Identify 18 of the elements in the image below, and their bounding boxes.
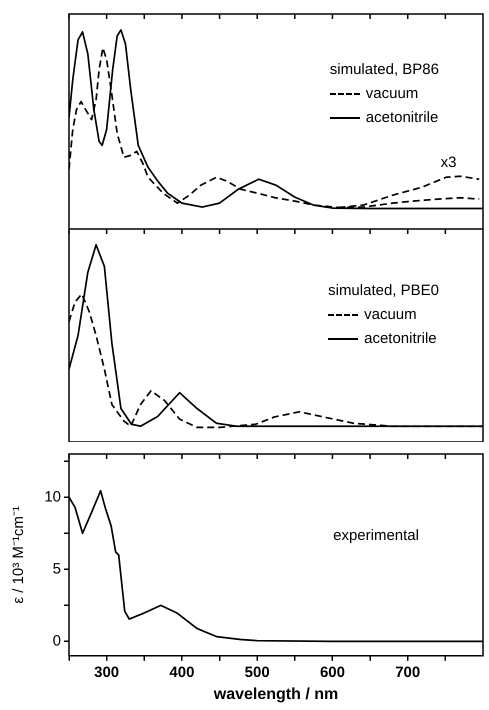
x-tick-label: 400 bbox=[169, 664, 194, 681]
y-tick-label: 0 bbox=[52, 632, 61, 650]
legend-title: simulated, BP86 bbox=[330, 60, 439, 80]
x-tick-label: 600 bbox=[320, 664, 345, 681]
legend-label: acetonitrile bbox=[364, 329, 437, 349]
y-axis-title: ε / 10³ M⁻¹cm⁻¹ bbox=[10, 506, 28, 604]
legend-label: acetonitrile bbox=[366, 108, 438, 128]
x-tick-label: 500 bbox=[244, 664, 270, 681]
x-tick-label: 700 bbox=[395, 664, 420, 681]
x-axis-title: wavelength / nm bbox=[212, 686, 338, 703]
annotation: experimental bbox=[333, 527, 419, 544]
annotation: x3 bbox=[440, 154, 456, 171]
legend-label: vacuum bbox=[364, 305, 417, 325]
y-tick-label: 10 bbox=[44, 488, 61, 506]
y-tick-label: 5 bbox=[52, 560, 61, 578]
legend-label: vacuum bbox=[366, 84, 418, 104]
x-tick-label: 300 bbox=[94, 664, 120, 681]
legend-title: simulated, PBE0 bbox=[328, 281, 439, 301]
